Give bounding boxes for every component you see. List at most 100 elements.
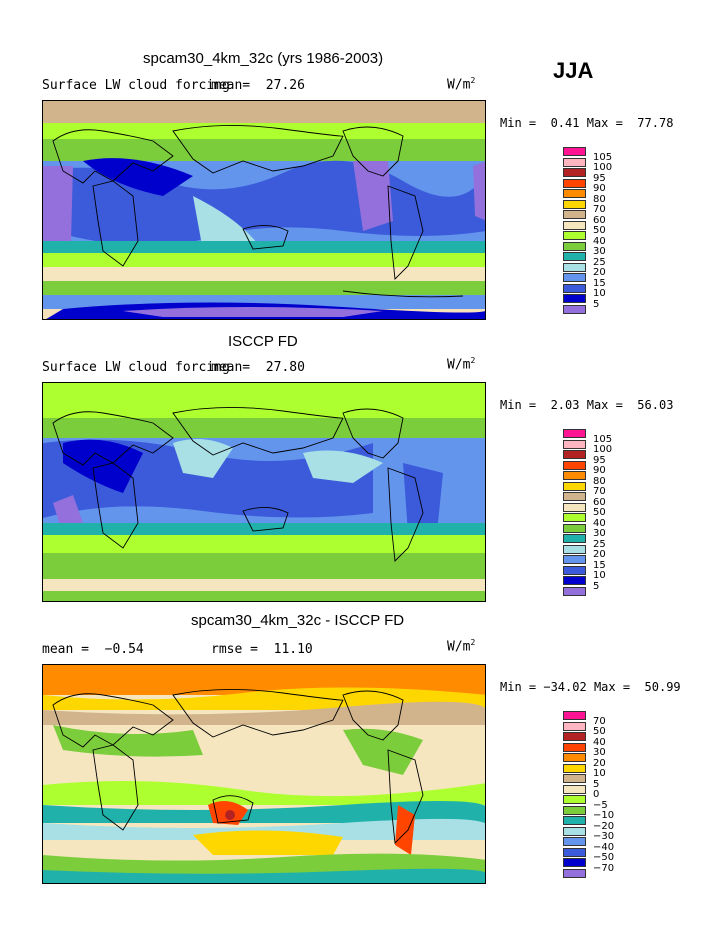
colorbar-tick-label: 0 <box>593 789 600 800</box>
colorbar-swatch <box>563 523 586 533</box>
colorbar-swatch <box>563 471 586 480</box>
panel-1-subtitle: Surface LW cloud forcing <box>42 78 230 93</box>
colorbar-tick-label: 100 <box>593 162 613 173</box>
panel-1-title: spcam30_4km_32c (yrs 1986-2003) <box>143 50 384 67</box>
colorbar-tick-label: 50 <box>593 225 606 236</box>
colorbar-swatch <box>563 586 586 596</box>
colorbar-swatch <box>563 241 586 251</box>
colorbar-tick-label: −70 <box>593 862 615 874</box>
colorbar-swatch <box>563 252 586 261</box>
panel-3-mean: mean = −0.54 <box>42 642 144 657</box>
colorbar-swatch <box>563 231 586 240</box>
panel-2-title: ISCCP FD <box>228 333 298 350</box>
colorbar-tick-label: 30 <box>593 246 606 257</box>
colorbar-swatch <box>563 784 586 794</box>
colorbar-tick-label: 90 <box>593 465 606 476</box>
colorbar-tick-label: 5 <box>593 778 600 790</box>
colorbar-swatch <box>563 502 586 512</box>
panel-3-rmse: rmse = 11.10 <box>211 642 313 657</box>
colorbar-swatch <box>563 304 586 314</box>
panel-1-map <box>42 100 486 320</box>
colorbar-tick-label: 20 <box>593 549 606 560</box>
colorbar-swatch <box>563 837 586 846</box>
colorbar-tick-label: 105 <box>593 151 613 163</box>
colorbar-swatch <box>563 439 586 449</box>
colorbar-tick-label: 25 <box>593 538 606 550</box>
panel-3-minmax: Min = −34.02 Max = 50.99 <box>500 680 681 694</box>
colorbar-tick-label: 20 <box>593 267 606 278</box>
panel-3-units: W/m2 <box>447 638 476 655</box>
colorbar-tick-label: 95 <box>593 454 606 466</box>
colorbar-swatch <box>563 168 586 177</box>
colorbar-swatch <box>563 868 586 878</box>
colorbar-tick-label: 60 <box>593 214 606 226</box>
colorbar-tick-label: 40 <box>593 235 606 247</box>
colorbar-tick-label: 70 <box>593 715 606 727</box>
colorbar-tick-label: 5 <box>593 580 600 592</box>
panel-1-minmax: Min = 0.41 Max = 77.78 <box>500 116 674 130</box>
colorbar-tick-label: 10 <box>593 768 606 779</box>
colorbar-swatch <box>563 742 586 752</box>
colorbar-tick-label: 40 <box>593 736 606 748</box>
colorbar-tick-label: 50 <box>593 507 606 518</box>
colorbar-tick-label: 30 <box>593 747 606 758</box>
colorbar-tick-label: 15 <box>593 277 606 289</box>
colorbar-tick-label: 80 <box>593 193 606 205</box>
colorbar-tick-label: 105 <box>593 433 613 445</box>
colorbar-swatch <box>563 711 586 720</box>
colorbar-swatch <box>563 294 586 303</box>
panel-1-units: W/m2 <box>447 76 476 93</box>
colorbar-swatch <box>563 816 586 825</box>
colorbar-swatch <box>563 147 586 156</box>
colorbar-swatch <box>563 189 586 198</box>
colorbar-swatch <box>563 178 586 188</box>
colorbar-tick-label: 90 <box>593 183 606 194</box>
colorbar-swatch <box>563 429 586 438</box>
panel-2-mean: mean= 27.80 <box>211 360 305 375</box>
colorbar-tick-label: −50 <box>593 852 615 863</box>
colorbar-swatch <box>563 847 586 857</box>
colorbar-swatch <box>563 210 586 219</box>
panel-1-mean: mean= 27.26 <box>211 78 305 93</box>
panel-2-map <box>42 382 486 602</box>
colorbar-tick-label: 15 <box>593 559 606 571</box>
colorbar-swatch <box>563 774 586 783</box>
colorbar-swatch <box>563 220 586 230</box>
colorbar-swatch <box>563 492 586 501</box>
colorbar-swatch <box>563 534 586 543</box>
colorbar-swatch <box>563 157 586 167</box>
colorbar-tick-label: 5 <box>593 298 600 310</box>
colorbar-swatch <box>563 555 586 564</box>
panel-2-minmax: Min = 2.03 Max = 56.03 <box>500 398 674 412</box>
colorbar-tick-label: −20 <box>593 820 615 832</box>
colorbar-tick-label: 25 <box>593 256 606 268</box>
season-label: JJA <box>553 58 594 83</box>
colorbar-tick-label: 80 <box>593 475 606 487</box>
colorbar-swatch <box>563 795 586 804</box>
colorbar-swatch <box>563 199 586 209</box>
colorbar-swatch <box>563 460 586 470</box>
colorbar-tick-label: −40 <box>593 841 615 853</box>
colorbar-tick-label: 95 <box>593 172 606 184</box>
colorbar-tick-label: −10 <box>593 810 615 821</box>
colorbar-tick-label: 10 <box>593 288 606 299</box>
colorbar-swatch <box>563 763 586 773</box>
colorbar-swatch <box>563 805 586 815</box>
colorbar-swatch <box>563 732 586 741</box>
colorbar-swatch <box>563 721 586 731</box>
colorbar-tick-label: 100 <box>593 444 613 455</box>
colorbar-swatch <box>563 450 586 459</box>
colorbar-tick-label: 20 <box>593 757 606 769</box>
colorbar-tick-label: 70 <box>593 486 606 497</box>
colorbar-swatch <box>563 481 586 491</box>
panel-2-units: W/m2 <box>447 356 476 373</box>
colorbar-swatch <box>563 283 586 293</box>
colorbar-tick-label: 30 <box>593 528 606 539</box>
colorbar-swatch <box>563 565 586 575</box>
colorbar-tick-label: 10 <box>593 570 606 581</box>
colorbar-tick-label: 50 <box>593 726 606 737</box>
panel-3-title: spcam30_4km_32c - ISCCP FD <box>191 612 405 629</box>
colorbar-tick-label: 40 <box>593 517 606 529</box>
colorbar-swatch <box>563 826 586 836</box>
panel-3-map <box>42 664 486 884</box>
